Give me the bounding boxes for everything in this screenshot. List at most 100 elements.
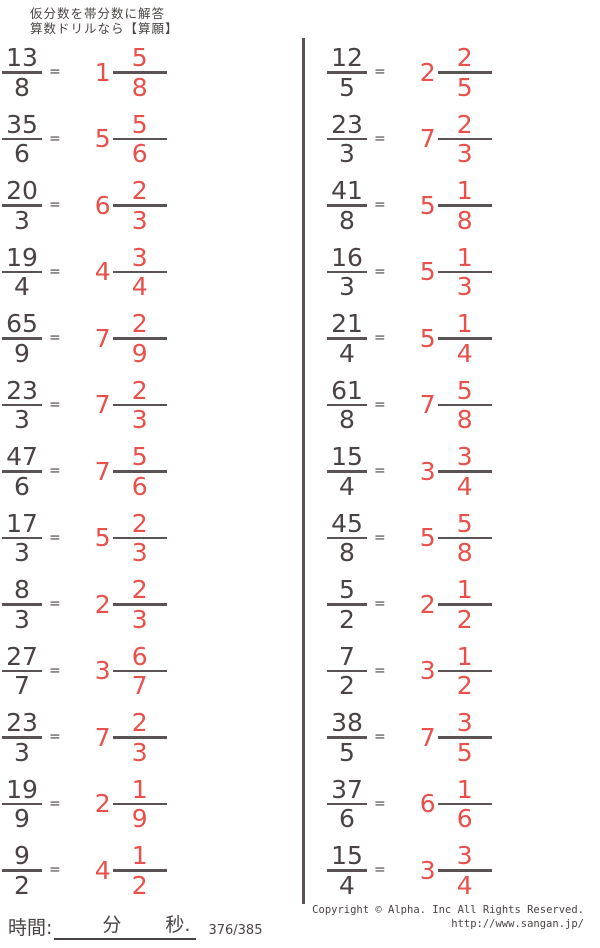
answer-denominator: 8 [456, 538, 473, 567]
answer-numerator: 3 [456, 442, 473, 471]
footer-time: 時間: 分 秒. 376/385 [8, 910, 262, 940]
problem-row: 13 8 = 1 5 8 [2, 39, 303, 106]
fraction-bar [437, 337, 492, 340]
question-denominator: 5 [339, 72, 355, 102]
answer-denominator: 8 [456, 205, 473, 235]
equals-sign: = [374, 263, 386, 280]
fraction-bar [2, 470, 42, 473]
answer-numerator: 1 [456, 242, 473, 272]
answer-numerator: 1 [456, 641, 473, 671]
fraction-bar [437, 603, 492, 606]
column-divider [302, 38, 305, 904]
fraction-bar [327, 669, 367, 672]
fraction-bar [327, 71, 367, 74]
equals-sign: = [374, 795, 386, 812]
answer-denominator: 2 [456, 671, 473, 700]
footer-copyright: Copyright © Alpha. Inc All Rights Reserv… [312, 903, 584, 931]
fraction-bar [437, 536, 492, 539]
answer-whole-number: 1 [94, 57, 111, 87]
answer-whole-number: 7 [419, 390, 436, 420]
fraction-bar [437, 869, 492, 872]
question-numerator: 8 [14, 575, 30, 604]
copyright-text: Copyright © Alpha. Inc All Rights Reserv… [312, 904, 584, 916]
equals-sign: = [49, 662, 61, 679]
fraction-bar [437, 736, 492, 739]
answer-numerator: 5 [456, 508, 473, 538]
answer-whole-number: 2 [419, 589, 436, 619]
fraction-bar [2, 337, 42, 340]
question-fraction: 65 9 [2, 311, 42, 366]
problem-row: 9 2 = 4 1 2 [2, 837, 303, 904]
problem-row: 47 6 = 7 5 6 [2, 438, 303, 505]
question-numerator: 7 [339, 641, 355, 671]
problem-row: 41 8 = 5 1 8 [327, 172, 600, 239]
answer-denominator: 9 [131, 338, 148, 368]
answer-whole-number: 5 [419, 257, 436, 287]
fraction-bar [2, 536, 42, 539]
fraction-bar [112, 270, 167, 273]
equals-sign: = [49, 795, 61, 812]
equals-sign: = [374, 463, 386, 480]
answer-whole-number: 2 [94, 789, 111, 819]
fraction-bar [327, 470, 367, 473]
answer-whole-number: 5 [419, 523, 436, 553]
fraction-bar [2, 403, 42, 406]
answer-denominator: 5 [456, 737, 473, 767]
answer-whole-number: 4 [94, 257, 111, 287]
answer-numerator: 5 [456, 375, 473, 405]
site-url: http://www.sangan.jp/ [451, 918, 584, 930]
fraction-bar [112, 137, 167, 140]
fraction-bar [2, 736, 42, 739]
question-fraction: 23 3 [2, 710, 42, 765]
fraction-bar [2, 137, 42, 140]
equals-sign: = [374, 662, 386, 679]
fraction-bar [437, 270, 492, 273]
answer-denominator: 4 [456, 471, 473, 501]
fraction-bar [327, 869, 367, 872]
question-denominator: 2 [339, 604, 355, 634]
problem-row: 19 4 = 4 3 4 [2, 239, 303, 306]
question-fraction: 61 8 [327, 378, 367, 432]
fraction-bar [2, 669, 42, 672]
answer-whole-number: 7 [94, 456, 111, 486]
question-numerator: 12 [331, 43, 363, 72]
answer-whole-number: 6 [94, 190, 111, 220]
fraction-bar [327, 802, 367, 805]
header-line-2: 算数ドリルなら【算願】 [30, 21, 179, 36]
question-denominator: 6 [339, 804, 355, 833]
question-numerator: 65 [6, 309, 38, 338]
answer-numerator: 2 [456, 109, 473, 139]
answer-numerator: 1 [131, 774, 148, 804]
problem-row: 15 4 = 3 3 4 [327, 438, 600, 505]
equals-sign: = [49, 263, 61, 280]
question-numerator: 23 [331, 109, 363, 139]
equals-sign: = [374, 729, 386, 746]
fraction-bar [437, 71, 492, 74]
answer-denominator: 3 [131, 405, 148, 434]
problem-row: 23 3 = 7 2 3 [2, 704, 303, 771]
question-fraction: 17 3 [2, 511, 42, 565]
answer-denominator: 6 [131, 139, 148, 168]
answer-denominator: 7 [131, 671, 148, 700]
equals-sign: = [49, 463, 61, 480]
answer-whole-number: 5 [419, 190, 436, 220]
answer-denominator: 2 [131, 870, 148, 900]
equals-sign: = [49, 130, 61, 147]
answer-whole-number: 7 [419, 124, 436, 154]
question-denominator: 3 [339, 272, 355, 301]
question-numerator: 37 [331, 774, 363, 804]
answer-denominator: 3 [131, 604, 148, 634]
